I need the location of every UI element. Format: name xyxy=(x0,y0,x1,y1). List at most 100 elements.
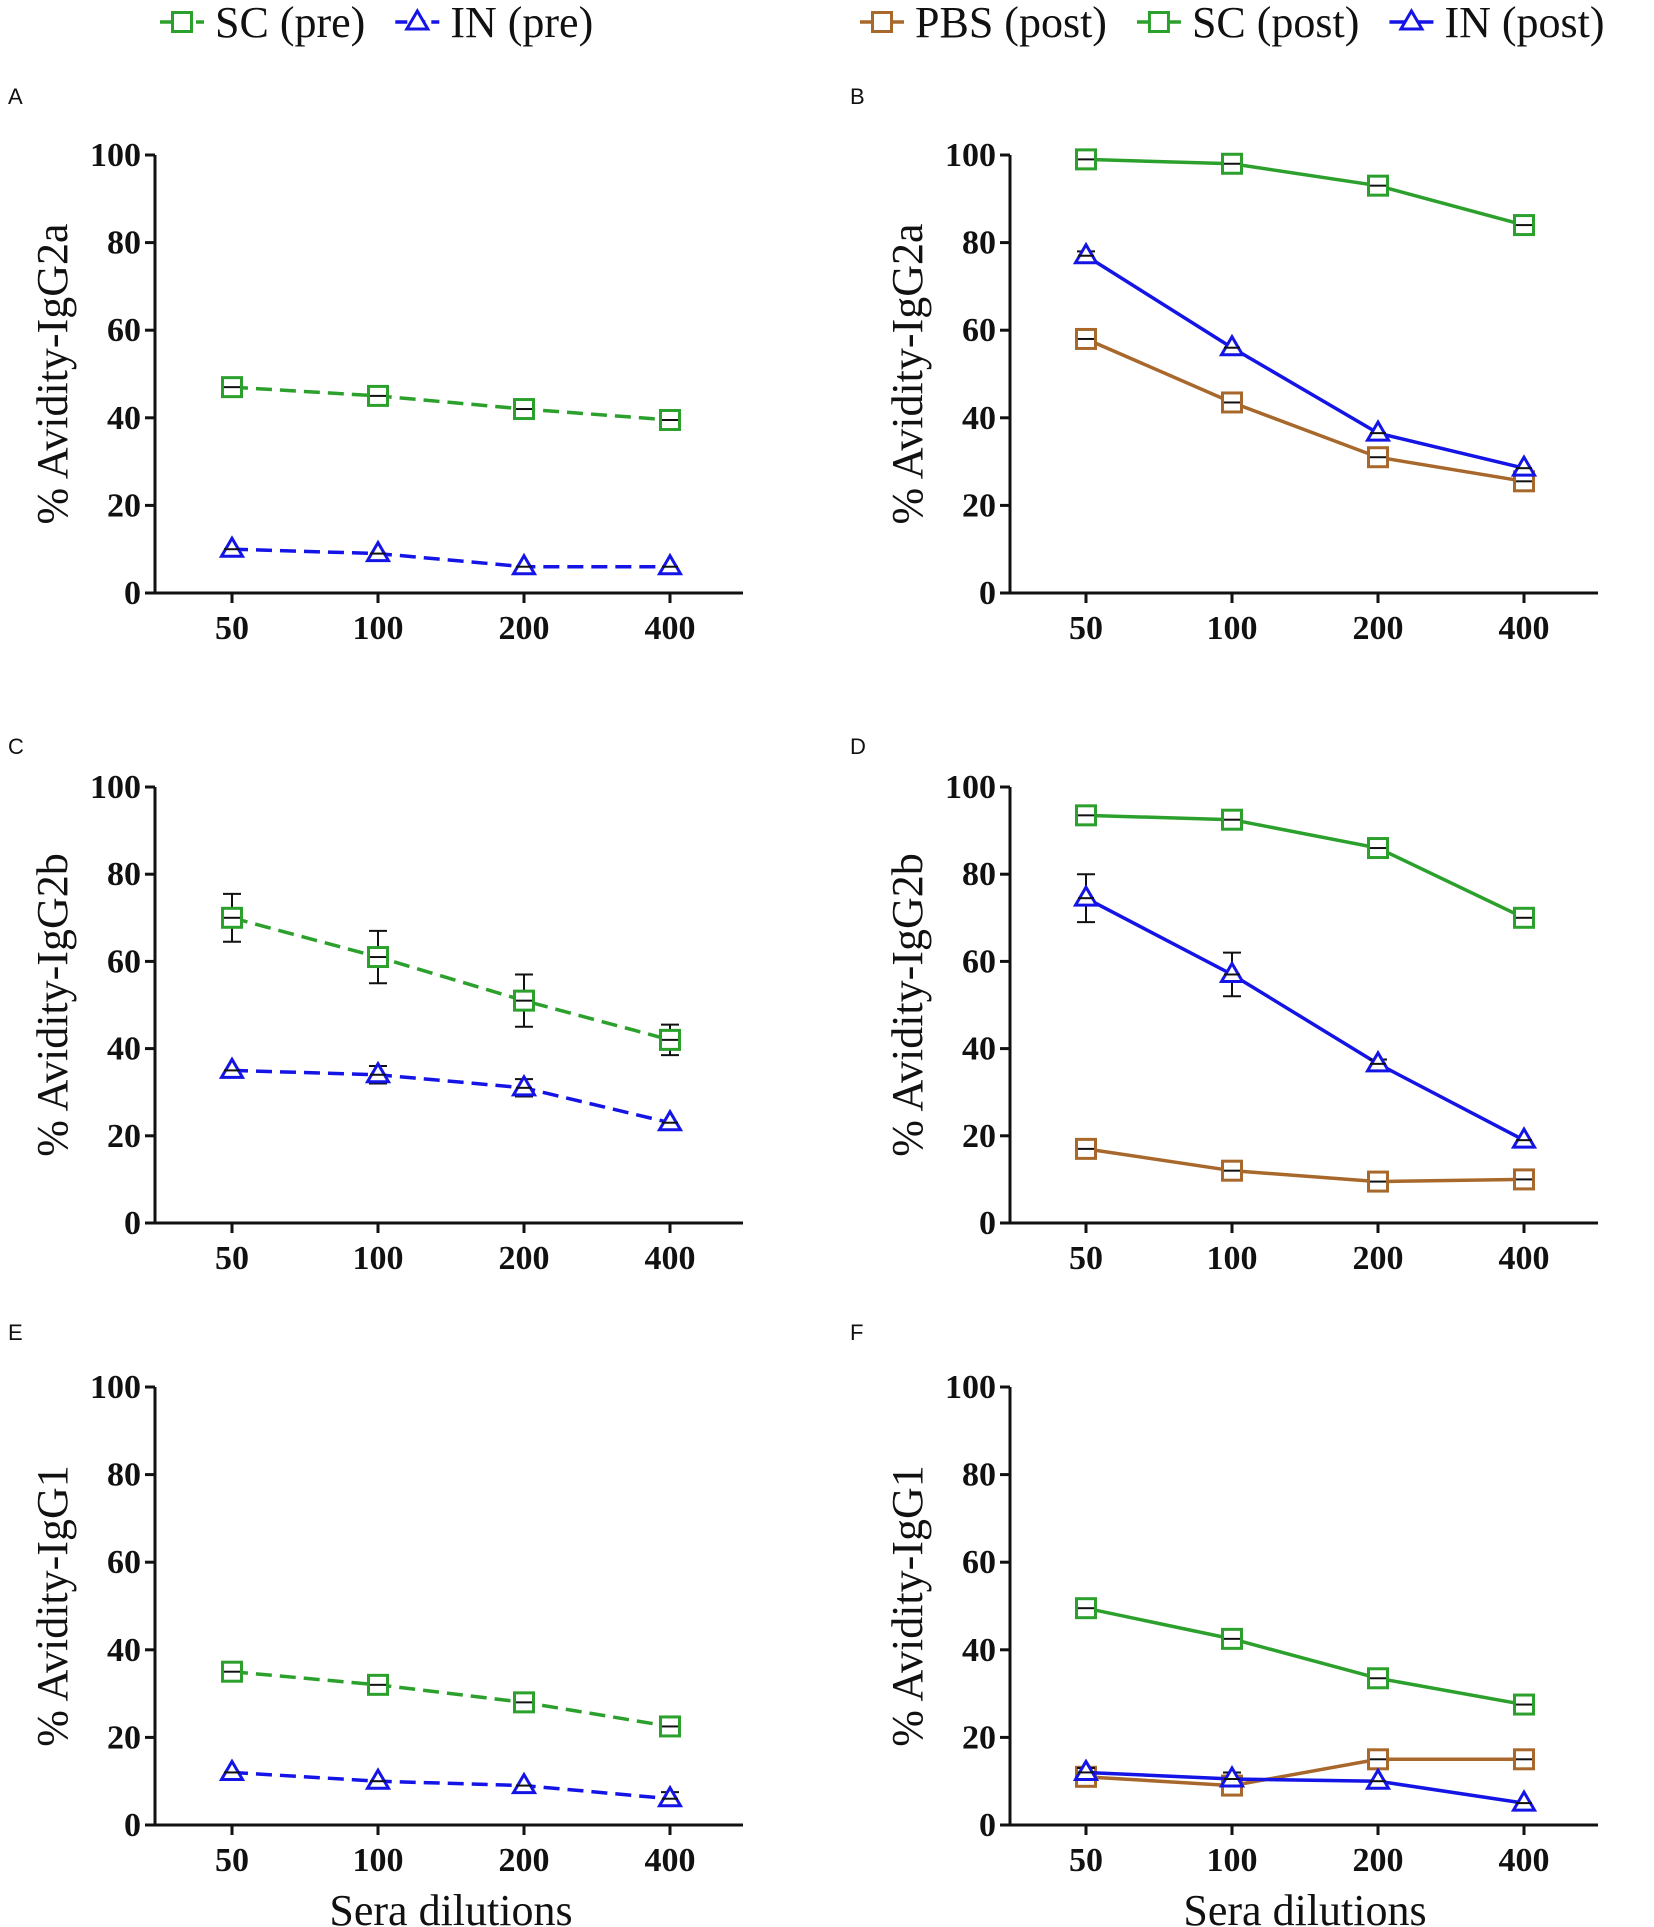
data-point xyxy=(656,552,684,576)
y-tick-label: 100 xyxy=(90,769,141,806)
y-tick-label: 60 xyxy=(962,1544,996,1581)
data-point xyxy=(1072,241,1100,265)
panel-label: E xyxy=(8,1320,23,1345)
y-tick-label: 20 xyxy=(962,1118,996,1155)
series-line xyxy=(231,385,671,422)
y-tick-label: 100 xyxy=(945,769,996,806)
y-axis-title: % Avidity-IgG2a xyxy=(883,223,932,524)
y-tick-label: 20 xyxy=(107,487,141,524)
series-pbs-post xyxy=(1075,1137,1535,1193)
series-line xyxy=(1085,896,1525,1142)
series-line xyxy=(231,1770,671,1801)
y-tick-label: 20 xyxy=(962,487,996,524)
series-line xyxy=(1085,157,1525,227)
y-tick-label: 0 xyxy=(124,1807,141,1844)
y-axis-title: % Avidity-IgG2b xyxy=(28,853,77,1157)
series-pbs-post xyxy=(1075,327,1535,493)
x-tick-label: 200 xyxy=(1353,610,1404,647)
data-point xyxy=(1218,960,1246,983)
x-tick-label: 100 xyxy=(1207,1842,1258,1879)
legend-label: IN (post) xyxy=(1444,0,1604,47)
panel-b: B 0 20 40 60 80 100 50 100 200 400 % Avidity-IgG2a xyxy=(850,84,1598,647)
x-tick-label: 400 xyxy=(645,1240,696,1277)
x-tick-label: 200 xyxy=(1353,1842,1404,1879)
x-tick-label: 400 xyxy=(1499,1240,1550,1277)
x-tick-label: 400 xyxy=(1499,610,1550,647)
x-tick-label: 100 xyxy=(353,1842,404,1879)
y-tick-label: 80 xyxy=(107,225,141,262)
series-sc-pre xyxy=(221,892,681,1057)
series-in-pre xyxy=(218,1758,684,1808)
y-tick-label: 100 xyxy=(945,1369,996,1406)
series-line xyxy=(1085,1606,1525,1707)
data-point xyxy=(656,1108,684,1132)
legend-marker xyxy=(871,11,893,33)
y-axis-title: % Avidity-IgG2b xyxy=(883,853,932,1157)
panel-c: C 0 20 40 60 80 100 50 100 200 400 % Avidity-IgG2b xyxy=(8,734,743,1277)
data-point xyxy=(1072,1758,1100,1781)
y-tick-label: 100 xyxy=(90,137,141,174)
x-tick-label: 200 xyxy=(499,610,550,647)
x-tick-label: 50 xyxy=(1069,1240,1103,1277)
series-sc-post xyxy=(1075,804,1535,929)
y-tick-label: 60 xyxy=(107,1544,141,1581)
y-tick-label: 0 xyxy=(979,1807,996,1844)
series-line xyxy=(231,916,671,1042)
x-tick-label: 400 xyxy=(645,610,696,647)
legend-entry-sc-pre: SC (pre) xyxy=(160,0,365,47)
x-tick-label: 50 xyxy=(215,610,249,647)
y-tick-label: 80 xyxy=(962,1457,996,1494)
data-point xyxy=(510,1073,538,1097)
panel-label: B xyxy=(850,84,865,109)
legend-marker xyxy=(404,8,431,31)
y-tick-label: 0 xyxy=(124,575,141,612)
series-in-pre xyxy=(218,535,684,576)
data-point xyxy=(510,1771,538,1795)
x-tick-label: 400 xyxy=(1499,1842,1550,1879)
y-axis-title: % Avidity-IgG1 xyxy=(883,1465,932,1747)
panel-a: A 0 20 40 60 80 100 50 100 200 400 % Avidity-IgG2a xyxy=(8,84,743,647)
data-point xyxy=(1072,884,1100,907)
series-line xyxy=(1085,337,1525,484)
x-tick-label: 400 xyxy=(645,1842,696,1879)
legend-entry-in-post: IN (post) xyxy=(1389,0,1605,47)
series-sc-pre xyxy=(221,1660,681,1738)
series-pbs-post xyxy=(1075,1748,1535,1797)
y-tick-label: 40 xyxy=(962,1031,996,1068)
y-tick-label: 60 xyxy=(962,943,996,980)
y-tick-label: 40 xyxy=(962,400,996,437)
series-in-pre xyxy=(218,1056,684,1132)
series-line xyxy=(1085,1757,1524,1788)
x-tick-label: 50 xyxy=(1069,1842,1103,1879)
data-point xyxy=(656,1784,684,1808)
series-sc-pre xyxy=(221,376,681,431)
data-point xyxy=(1218,333,1246,357)
y-axis-title: % Avidity-IgG1 xyxy=(28,1465,77,1747)
data-point xyxy=(1364,1049,1392,1073)
y-tick-label: 80 xyxy=(962,225,996,262)
x-tick-label: 50 xyxy=(215,1842,249,1879)
series-line xyxy=(1085,1147,1525,1184)
y-tick-label: 80 xyxy=(107,856,141,893)
data-point xyxy=(364,1767,392,1790)
legend-entry-pbs-post: PBS (post) xyxy=(860,0,1107,47)
x-tick-label: 100 xyxy=(353,610,404,647)
series-line xyxy=(231,547,670,569)
data-point xyxy=(364,1060,392,1084)
series-line xyxy=(1085,254,1525,470)
data-point xyxy=(218,1758,246,1781)
data-point xyxy=(1364,1767,1392,1790)
data-point xyxy=(1364,419,1392,442)
x-axis-title: Sera dilutions xyxy=(329,1886,572,1927)
y-tick-label: 80 xyxy=(107,1457,141,1494)
y-axis-title: % Avidity-IgG2a xyxy=(28,223,77,524)
data-point xyxy=(1510,1789,1538,1812)
x-tick-label: 50 xyxy=(215,1240,249,1277)
y-tick-label: 40 xyxy=(107,1031,141,1068)
x-tick-label: 200 xyxy=(499,1240,550,1277)
legend-entry-in-pre: IN (pre) xyxy=(395,0,593,47)
series-sc-post xyxy=(1075,1597,1535,1716)
panel-label: D xyxy=(850,734,866,759)
